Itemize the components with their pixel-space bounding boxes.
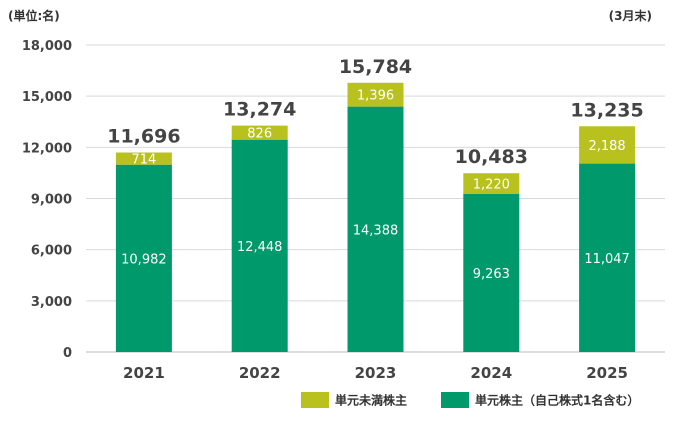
unit-label: (単位:名) [8, 8, 60, 23]
data-label-unit-holders: 14,388 [353, 223, 399, 238]
bar-unit-holders [115, 164, 172, 352]
data-label-odd-lot-holders: 714 [131, 153, 156, 168]
legend-label-odd-lot-holders: 単元未満株主 [335, 393, 407, 408]
legend: 単元未満株主 単元株主（自己株式1名含む） [301, 392, 639, 408]
total-label: 11,696 [107, 126, 180, 148]
x-tick-label: 2022 [239, 364, 281, 382]
x-tick-label: 2025 [586, 364, 628, 382]
bar-unit-holders [463, 194, 520, 352]
total-label: 15,784 [339, 56, 412, 78]
bar-unit-holders [579, 163, 636, 352]
x-tick-label: 2023 [355, 364, 397, 382]
y-tick-label: 18,000 [22, 39, 72, 54]
data-label-unit-holders: 10,982 [121, 252, 167, 267]
bar-odd-lot-holders [579, 126, 636, 164]
legend-label-unit-holders: 単元株主（自己株式1名含む） [475, 393, 639, 408]
data-label-odd-lot-holders: 826 [247, 127, 272, 142]
data-label-unit-holders: 9,263 [473, 267, 510, 282]
period-label: (3月末) [609, 8, 652, 23]
y-tick-label: 6,000 [31, 244, 72, 259]
bar-odd-lot-holders [115, 152, 172, 165]
data-label-odd-lot-holders: 1,220 [473, 178, 510, 193]
y-tick-label: 0 [63, 346, 72, 361]
y-tick-label: 15,000 [22, 90, 72, 105]
data-label-unit-holders: 12,448 [237, 240, 283, 255]
y-tick-label: 12,000 [22, 141, 72, 156]
bar-unit-holders [231, 139, 288, 352]
x-tick-label: 2021 [123, 364, 165, 382]
bar-odd-lot-holders [463, 173, 520, 195]
total-label: 10,483 [455, 146, 528, 168]
legend-swatch-odd-lot-holders [301, 392, 329, 408]
bars: 10,982 714 11,696 12,448 826 13,274 14,388 1,39… [107, 56, 644, 352]
total-label: 13,235 [570, 99, 643, 121]
data-label-odd-lot-holders: 2,188 [588, 139, 625, 154]
data-label-unit-holders: 11,047 [584, 252, 630, 267]
bar-unit-holders [347, 106, 404, 352]
data-label-odd-lot-holders: 1,396 [357, 89, 394, 104]
y-axis: 0 3,000 6,000 9,000 12,000 15,000 18,000 [22, 39, 72, 361]
bar-odd-lot-holders [231, 125, 288, 140]
y-tick-label: 3,000 [31, 295, 72, 310]
total-label: 13,274 [223, 99, 296, 121]
legend-swatch-unit-holders [441, 392, 469, 408]
x-axis: 2021 2022 2023 2024 2025 [123, 364, 628, 382]
x-tick-label: 2024 [470, 364, 512, 382]
y-tick-label: 9,000 [31, 193, 72, 208]
bar-odd-lot-holders [347, 82, 404, 107]
